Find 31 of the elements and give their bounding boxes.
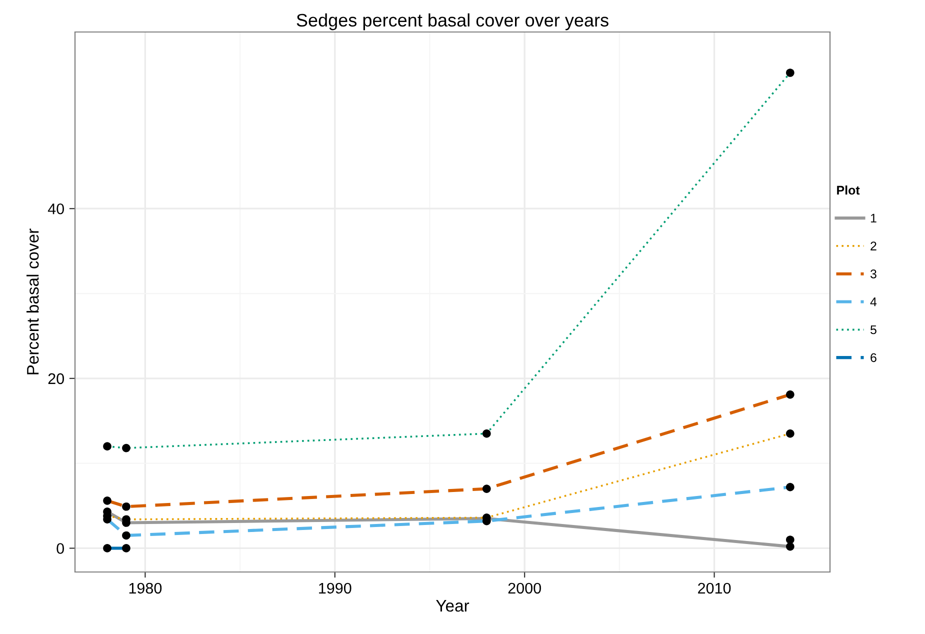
point bbox=[786, 390, 794, 399]
point bbox=[482, 484, 491, 493]
y-tick-label: 0 bbox=[56, 543, 64, 554]
legend-label: 1 bbox=[870, 214, 876, 222]
point bbox=[786, 482, 794, 492]
y-tick-label: 40 bbox=[48, 203, 64, 214]
legend-label: 6 bbox=[870, 353, 876, 362]
y-tick-label: 20 bbox=[48, 373, 64, 384]
legend-label: 4 bbox=[870, 298, 877, 306]
point bbox=[103, 544, 112, 552]
x-axis-title: Year bbox=[436, 600, 470, 612]
legend-title: Plot bbox=[837, 185, 860, 195]
point bbox=[103, 496, 112, 505]
x-tick-label: 1980 bbox=[129, 582, 162, 594]
point bbox=[786, 68, 794, 77]
y-axis-title: Percent basal cover bbox=[26, 228, 39, 374]
point bbox=[103, 442, 112, 451]
legend-label: 3 bbox=[870, 270, 876, 278]
point bbox=[786, 542, 794, 551]
x-tick-label: 2000 bbox=[508, 582, 541, 594]
point bbox=[122, 502, 130, 511]
legend-label: 2 bbox=[870, 242, 876, 250]
chart-title: Sedges percent basal cover over years bbox=[296, 13, 608, 30]
point bbox=[482, 429, 491, 438]
x-tick-label: 1990 bbox=[319, 582, 352, 594]
legend-label: 5 bbox=[870, 325, 876, 334]
point bbox=[122, 544, 130, 552]
point bbox=[786, 429, 794, 438]
point bbox=[122, 531, 130, 540]
x-tick-label: 2010 bbox=[698, 582, 731, 594]
point bbox=[122, 444, 130, 452]
